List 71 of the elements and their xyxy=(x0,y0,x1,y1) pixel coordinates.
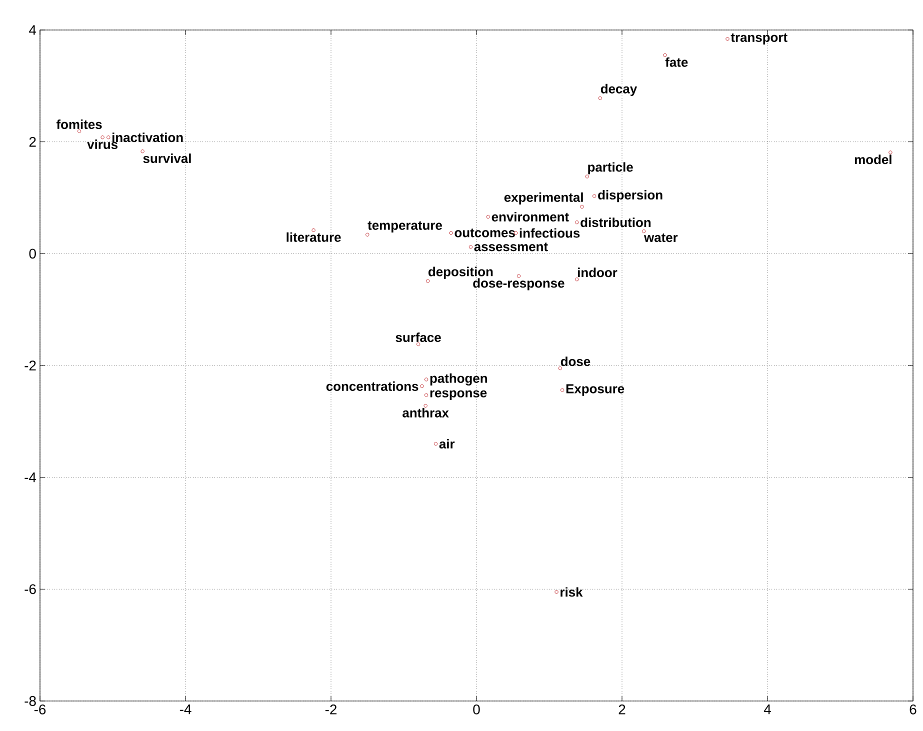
y-tick-label: -4 xyxy=(24,472,36,482)
point xyxy=(888,150,892,154)
y-tick-label: -6 xyxy=(24,584,36,594)
annotation: dose-response xyxy=(473,278,564,290)
point xyxy=(424,393,428,397)
y-tick-label: 2 xyxy=(29,136,36,147)
point xyxy=(592,194,596,198)
point xyxy=(449,231,453,235)
x-tick-label: 0 xyxy=(473,704,480,714)
annotation: deposition xyxy=(428,266,493,279)
point xyxy=(663,53,667,57)
point xyxy=(106,136,110,140)
y-tick-label: 0 xyxy=(29,248,36,259)
y-tick-label: -8 xyxy=(24,696,36,706)
annotation: infectious xyxy=(520,228,580,238)
annotation: model xyxy=(854,154,892,164)
point xyxy=(100,136,104,140)
annotation: anthrax xyxy=(402,408,449,418)
annotation: literature xyxy=(286,232,341,242)
point xyxy=(140,149,144,154)
annotation: water xyxy=(644,233,678,242)
annotation: fate xyxy=(665,57,688,67)
annotation: air xyxy=(439,439,455,449)
annotation: pathogen xyxy=(430,373,487,386)
annotation: risk xyxy=(560,587,583,597)
point xyxy=(642,229,646,234)
point xyxy=(77,129,82,134)
annotation: transport xyxy=(730,33,788,45)
point xyxy=(468,245,473,249)
annotation: indoor xyxy=(578,268,618,278)
point xyxy=(366,232,370,236)
x-tick-label: -4 xyxy=(180,704,192,714)
point xyxy=(486,214,490,219)
x-tick-label: 4 xyxy=(764,704,771,714)
point xyxy=(585,174,589,178)
x-tick-label: 2 xyxy=(618,704,626,714)
point xyxy=(420,384,424,388)
y-tick-label: -2 xyxy=(24,360,36,370)
point xyxy=(575,220,579,224)
annotation: fomites xyxy=(56,119,102,129)
annotation: concentrations xyxy=(326,381,418,391)
annotation: surface xyxy=(396,332,441,342)
annotation: outcomes xyxy=(454,228,515,238)
point xyxy=(558,366,562,370)
point xyxy=(434,442,438,446)
y-tick-label: 4 xyxy=(29,25,36,35)
annotation: dose xyxy=(560,356,590,366)
point xyxy=(580,204,584,209)
point xyxy=(516,274,521,278)
annotation: decay xyxy=(600,84,638,96)
point xyxy=(554,590,558,594)
point xyxy=(575,278,579,282)
annotation: assessment xyxy=(474,242,548,252)
x-tick-label: 6 xyxy=(910,704,916,714)
annotation: temperature xyxy=(368,221,442,232)
point xyxy=(424,378,428,382)
point xyxy=(726,37,730,41)
point xyxy=(598,96,602,100)
point xyxy=(560,388,564,392)
annotation: response xyxy=(430,390,487,400)
point xyxy=(424,404,428,408)
annotation: environment xyxy=(492,212,569,222)
x-tick-label: -2 xyxy=(325,704,337,714)
point xyxy=(426,279,430,283)
annotation: experimental xyxy=(504,192,583,204)
annotation: distribution xyxy=(580,218,651,228)
annotation: dispersion xyxy=(598,190,662,202)
annotation: survival xyxy=(143,154,191,164)
annotation: Exposure xyxy=(566,384,624,396)
annotation: particle xyxy=(588,162,633,174)
point xyxy=(416,342,420,346)
